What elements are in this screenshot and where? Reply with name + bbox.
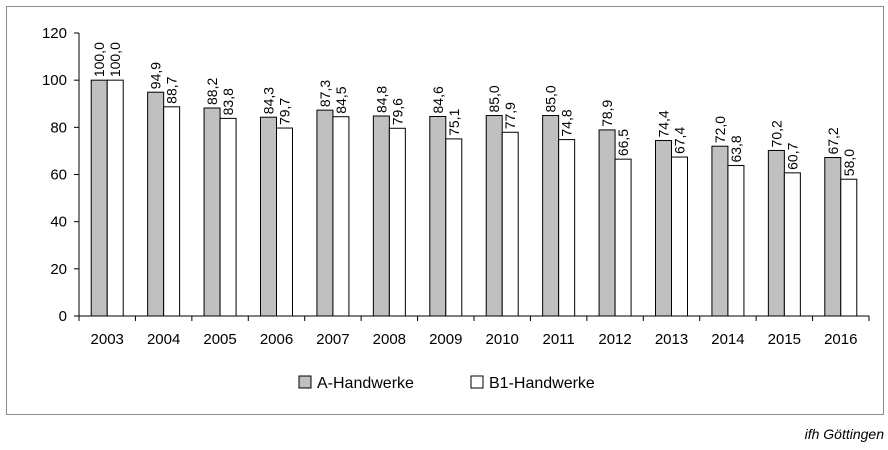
- bar-a-2015: [767, 149, 785, 317]
- y-tick-label: 120: [42, 25, 67, 42]
- bar-a-2013: [655, 140, 672, 317]
- bar-b1-2003: [106, 79, 124, 317]
- bar-a-2003: [90, 79, 108, 317]
- data-label-a-2006: 84,3: [261, 87, 277, 114]
- x-tick-label-2016: 2016: [824, 331, 857, 348]
- bar-a-2006: [260, 116, 277, 317]
- bar-a-2014: [711, 145, 729, 317]
- data-label-b1-2014: 63,8: [728, 135, 744, 162]
- legend-swatch-b1: [470, 375, 484, 389]
- data-label-a-2014: 72,0: [712, 116, 728, 143]
- source-note: ifh Göttingen: [804, 426, 884, 442]
- data-label-b1-2007: 84,5: [333, 86, 349, 113]
- data-label-b1-2016: 58,0: [841, 149, 857, 176]
- bar-a-2011: [542, 115, 560, 317]
- y-tick-label: 60: [50, 167, 67, 184]
- bar-b1-2009: [445, 138, 463, 317]
- bar-b1-2011: [558, 139, 576, 317]
- data-label-b1-2009: 75,1: [446, 108, 462, 135]
- bar-b1-2015: [783, 172, 801, 317]
- data-label-a-2011: 85,0: [543, 85, 559, 112]
- data-label-b1-2003: 100,0: [107, 42, 123, 77]
- bar-a-2012: [598, 129, 616, 317]
- bar-a-2010: [485, 115, 503, 317]
- data-label-a-2015: 70,2: [768, 120, 784, 147]
- x-tick-label-2008: 2008: [373, 331, 406, 348]
- chart-frame: [6, 6, 884, 415]
- bar-a-2016: [824, 157, 842, 317]
- x-tick-label-2010: 2010: [486, 331, 519, 348]
- bar-b1-2004: [163, 106, 181, 317]
- bar-b1-2012: [614, 158, 632, 317]
- x-tick-label-2012: 2012: [598, 331, 631, 348]
- x-tick-label-2007: 2007: [316, 331, 349, 348]
- bar-a-2005: [203, 107, 221, 317]
- x-tick-label-2005: 2005: [203, 331, 236, 348]
- data-label-b1-2005: 83,8: [220, 88, 236, 115]
- y-tick-label: 20: [50, 261, 67, 278]
- y-tick-label: 40: [50, 214, 67, 231]
- x-tick-label-2014: 2014: [711, 331, 744, 348]
- data-label-a-2009: 84,6: [430, 86, 446, 113]
- data-label-b1-2008: 79,6: [389, 98, 405, 125]
- data-label-a-2010: 85,0: [486, 85, 502, 112]
- data-label-a-2004: 94,9: [148, 62, 164, 89]
- bar-a-2007: [316, 109, 334, 317]
- data-label-a-2005: 88,2: [204, 78, 220, 105]
- bar-a-2004: [147, 91, 165, 317]
- data-label-a-2003: 100,0: [91, 42, 107, 77]
- x-tick-label-2003: 2003: [91, 331, 124, 348]
- legend-label-b1: B1-Handwerke: [489, 375, 595, 392]
- x-tick-label-2013: 2013: [655, 331, 688, 348]
- data-label-b1-2004: 88,7: [164, 76, 180, 103]
- y-tick-label: 0: [59, 308, 67, 325]
- y-tick-label: 80: [50, 119, 67, 136]
- bar-b1-2014: [727, 165, 745, 317]
- data-label-b1-2012: 66,5: [615, 129, 631, 156]
- legend-label-a: A-Handwerke: [317, 375, 414, 392]
- bar-b1-2010: [501, 131, 519, 317]
- x-tick-label-2009: 2009: [429, 331, 462, 348]
- legend-swatch-a: [298, 375, 312, 389]
- data-label-a-2016: 67,2: [825, 127, 841, 154]
- y-tick-label: 100: [42, 72, 67, 89]
- data-label-a-2008: 84,8: [373, 86, 389, 113]
- bar-b1-2008: [388, 127, 406, 317]
- bar-b1-2013: [671, 156, 688, 317]
- bar-b1-2005: [219, 117, 237, 317]
- data-label-b1-2013: 67,4: [672, 127, 688, 154]
- data-label-a-2007: 87,3: [317, 80, 333, 107]
- x-tick-label-2004: 2004: [147, 331, 180, 348]
- bar-a-2009: [429, 115, 447, 317]
- bar-a-2008: [372, 115, 390, 317]
- x-tick-label-2011: 2011: [543, 331, 575, 348]
- bar-b1-2016: [840, 178, 858, 317]
- data-label-a-2012: 78,9: [599, 99, 615, 126]
- data-label-a-2013: 74,4: [656, 110, 672, 137]
- data-label-b1-2011: 74,8: [559, 109, 575, 136]
- bar-b1-2007: [332, 116, 350, 317]
- x-tick-label-2006: 2006: [260, 331, 293, 348]
- x-tick-label-2015: 2015: [768, 331, 801, 348]
- data-label-b1-2015: 60,7: [784, 142, 800, 169]
- bar-b1-2006: [276, 127, 293, 317]
- data-label-b1-2010: 77,9: [502, 102, 518, 129]
- data-label-b1-2006: 79,7: [277, 98, 293, 125]
